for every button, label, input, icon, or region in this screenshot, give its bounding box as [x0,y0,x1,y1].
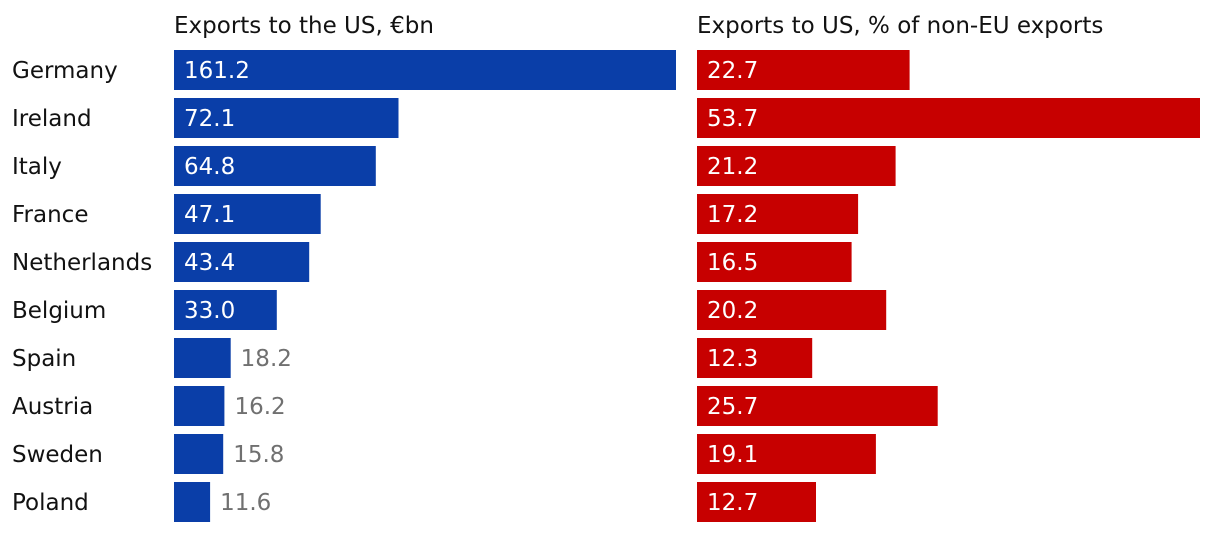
right-bar-sweden [697,434,876,474]
right-bar-austria [697,386,938,426]
category-label-ireland: Ireland [12,106,92,132]
left-value-label-italy: 64.8 [184,154,235,180]
left-panel-bars: 161.2 72.1 64.8 47.1 43.4 33.018.2 16.2 15.8 11.… [174,50,676,522]
left-value-label-netherlands: 43.4 [184,250,235,276]
category-label-austria: Austria [12,394,93,420]
left-bar-spain [174,338,231,378]
right-value-label-poland: 12.7 [707,490,758,516]
right-bar-spain [697,338,813,378]
right-value-label-france: 17.2 [707,202,758,228]
left-value-label-ireland: 72.1 [184,106,235,132]
right-bar-germany [697,50,910,90]
left-bar-italy [174,146,376,186]
left-bar-netherlands [174,242,310,282]
left-value-label-austria: 16.2 [234,394,285,420]
right-value-label-belgium: 20.2 [707,298,758,324]
left-value-label-poland: 11.6 [220,490,271,516]
left-bar-poland [174,482,211,522]
category-label-poland: Poland [12,490,89,516]
right-bar-belgium [697,290,887,330]
right-bar-italy [697,146,896,186]
category-label-france: France [12,202,88,228]
category-label-belgium: Belgium [12,298,106,324]
right-value-label-ireland: 53.7 [707,106,758,132]
left-value-label-germany: 161.2 [184,58,250,84]
left-bar-france [174,194,321,234]
right-bar-ireland [697,98,1200,138]
left-value-label-belgium: 33.0 [184,298,235,324]
left-value-label-sweden: 15.8 [233,442,284,468]
right-panel-bars: 22.7 53.7 21.2 17.2 16.5 20.2 12.3 25.7 19.1 12.7 [697,50,1200,522]
left-value-label-spain: 18.2 [241,346,292,372]
left-value-label-france: 47.1 [184,202,235,228]
right-value-label-netherlands: 16.5 [707,250,758,276]
category-label-netherlands: Netherlands [12,250,152,276]
left-bar-sweden [174,434,224,474]
right-value-label-germany: 22.7 [707,58,758,84]
left-bar-germany [174,50,676,90]
left-bar-austria [174,386,225,426]
right-value-label-spain: 12.3 [707,346,758,372]
category-label-spain: Spain [12,346,76,372]
right-panel-title: Exports to US, % of non-EU exports [697,13,1103,39]
left-panel-title: Exports to the US, €bn [174,13,434,39]
right-bar-france [697,194,859,234]
left-bar-ireland [174,98,399,138]
category-label-sweden: Sweden [12,442,103,468]
category-label-germany: Germany [12,58,118,84]
left-bar-belgium [174,290,277,330]
category-label-italy: Italy [12,154,62,180]
category-labels: Germany Ireland Italy France Netherlands Belg… [12,58,152,516]
right-value-label-italy: 21.2 [707,154,758,180]
right-value-label-sweden: 19.1 [707,442,758,468]
right-bar-poland [697,482,816,522]
right-bar-netherlands [697,242,852,282]
right-value-label-austria: 25.7 [707,394,758,420]
